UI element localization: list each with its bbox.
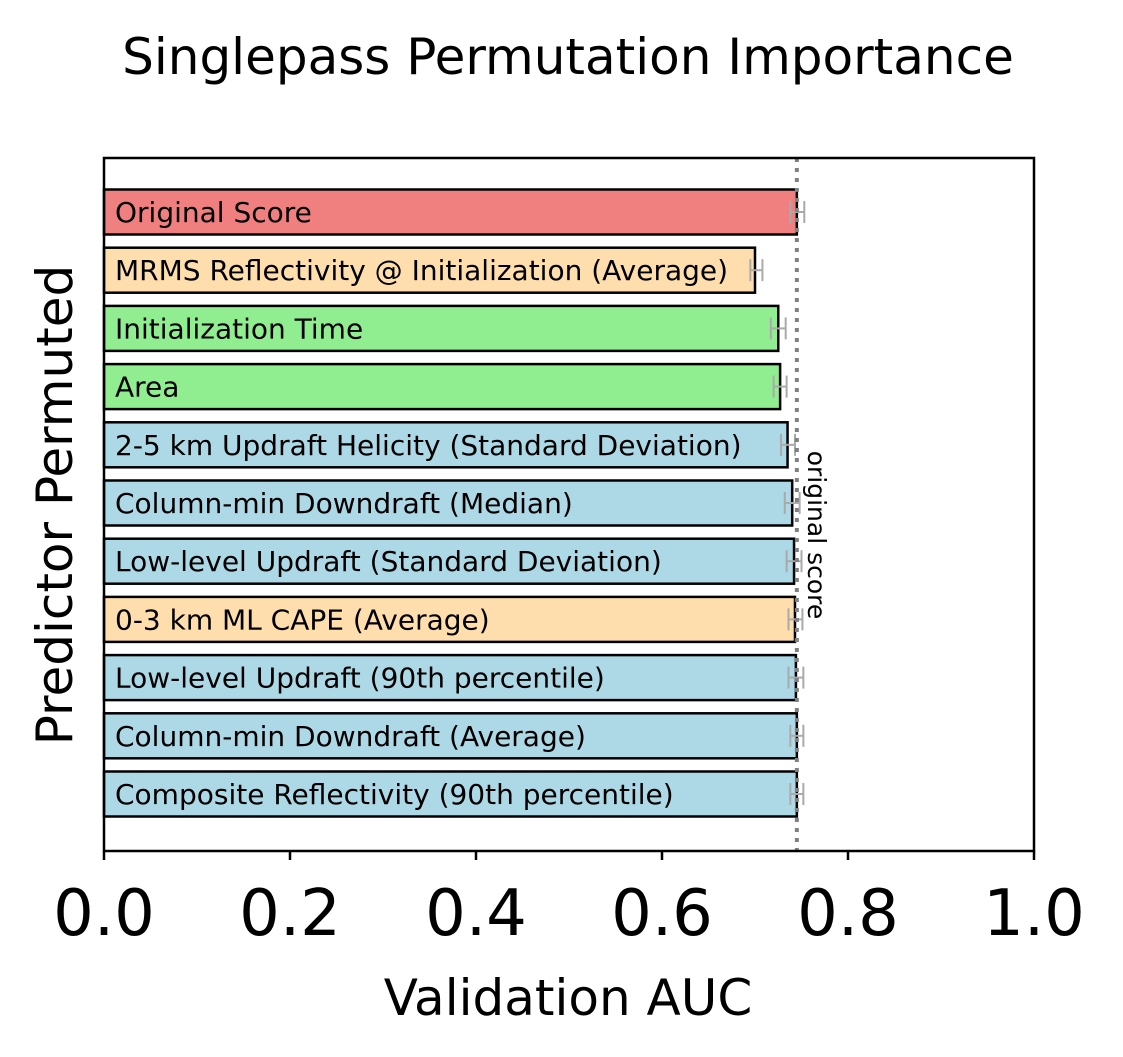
x-tick-label: 0.6 xyxy=(611,877,713,951)
bar-labels-layer: Original Score MRMS Reflectivity @ Initia… xyxy=(115,196,742,811)
error-bar xyxy=(783,492,801,514)
bar-label: Column-min Downdraft (Average) xyxy=(115,720,586,753)
error-bar xyxy=(789,724,805,747)
bar-label: Initialization Time xyxy=(115,312,363,345)
x-tick-label: 0.2 xyxy=(239,877,341,951)
error-bar xyxy=(769,317,787,340)
bar xyxy=(102,246,757,294)
x-tick-label: 0.4 xyxy=(425,877,527,951)
chart-title: Singlepass Permutation Importance xyxy=(122,28,1014,86)
bar xyxy=(102,421,789,469)
error-bar xyxy=(749,259,764,282)
bar xyxy=(102,362,782,411)
plot-frame xyxy=(102,156,1036,853)
x-axis-ticks: 0.0 0.2 0.4 0.6 0.8 1.0 xyxy=(53,851,1085,951)
bar-label: MRMS Reflectivity @ Initialization (Aver… xyxy=(115,254,728,287)
error-bar xyxy=(787,666,805,689)
error-bar xyxy=(772,375,788,398)
bar-label: Column-min Downdraft (Median) xyxy=(115,487,573,520)
bar xyxy=(102,537,796,585)
x-axis-label: Validation AUC xyxy=(384,969,753,1027)
bar-label: 0-3 km ML CAPE (Average) xyxy=(115,603,490,636)
bar-label: 2-5 km Updraft Helicity (Standard Deviat… xyxy=(115,429,742,462)
bar-label: Area xyxy=(115,371,179,404)
x-tick-label: 1.0 xyxy=(983,877,1085,951)
x-tick-label: 0.0 xyxy=(53,877,155,951)
bars-layer xyxy=(102,188,799,818)
bar-label: Low-level Updraft (Standard Deviation) xyxy=(115,545,662,578)
bar-label: Low-level Updraft (90th percentile) xyxy=(115,662,605,695)
error-bars-layer xyxy=(749,201,806,805)
bar-label: Original Score xyxy=(115,196,312,229)
original-score-label: original score xyxy=(802,451,831,620)
bar xyxy=(102,304,780,353)
x-tick-label: 0.8 xyxy=(797,877,899,951)
error-bar xyxy=(785,550,803,573)
error-bar xyxy=(789,783,805,805)
error-bar xyxy=(780,433,796,456)
y-axis-label: Predictor Permuted xyxy=(26,265,84,746)
bar-label: Composite Reflectivity (90th percentile) xyxy=(115,778,674,811)
